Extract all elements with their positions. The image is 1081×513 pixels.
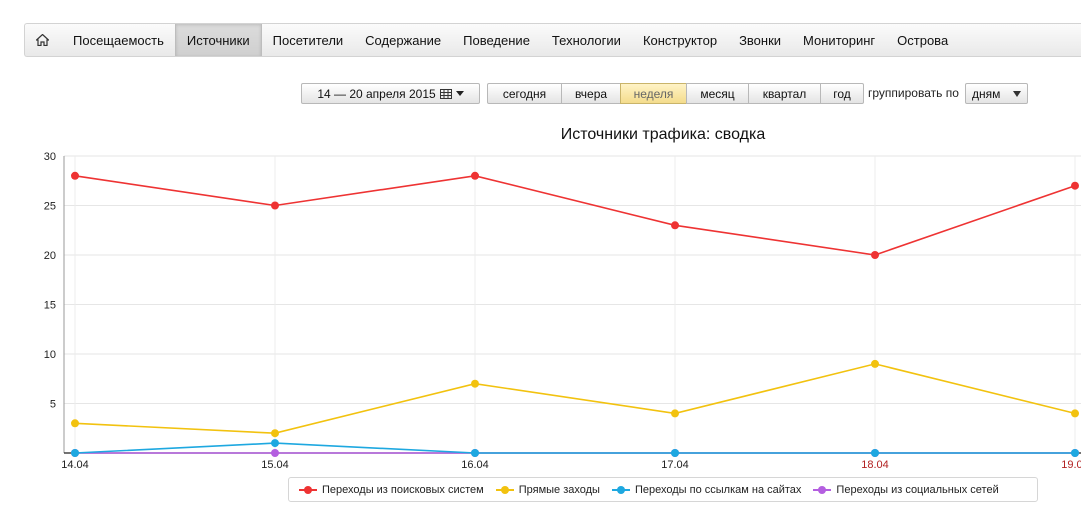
group-by-value: дням xyxy=(972,86,1001,101)
period-year-button[interactable]: год xyxy=(820,83,864,104)
data-point xyxy=(671,409,679,418)
data-point xyxy=(271,201,279,210)
home-icon xyxy=(36,34,49,46)
legend-item[interactable]: Прямые заходы xyxy=(495,483,600,496)
data-point xyxy=(71,419,79,428)
nav-tab-technologies[interactable]: Технологии xyxy=(551,32,621,48)
y-tick-label: 10 xyxy=(44,349,56,361)
series-line-0 xyxy=(74,174,1076,256)
group-by-label: группировать по xyxy=(868,86,959,100)
y-tick-label: 15 xyxy=(44,300,56,312)
date-range-picker[interactable]: 14 — 20 апреля 2015 xyxy=(301,83,480,104)
data-point xyxy=(871,251,879,259)
data-point xyxy=(471,171,479,180)
chart-legend: Переходы из поисковых систем Прямые заход… xyxy=(288,477,1038,502)
data-point xyxy=(71,449,79,457)
data-point xyxy=(1071,449,1079,457)
legend-label: Прямые заходы xyxy=(518,483,600,496)
series-line-1 xyxy=(74,363,1076,435)
legend-item[interactable]: Переходы по ссылкам на сайтах xyxy=(611,483,802,496)
x-tick-label: 15.04 xyxy=(261,459,289,471)
data-point xyxy=(271,449,279,457)
y-tick-label: 5 xyxy=(50,399,56,411)
data-point xyxy=(1071,409,1079,418)
series-line-2 xyxy=(74,442,1075,454)
data-point xyxy=(871,449,879,457)
data-point xyxy=(671,449,679,457)
x-tick-label: 14.04 xyxy=(61,459,89,471)
calendar-icon xyxy=(439,88,452,99)
data-point xyxy=(471,379,479,388)
nav-tab-visitors[interactable]: Посетители xyxy=(272,32,344,48)
y-tick-label: 20 xyxy=(44,250,56,262)
nav-tab-islands[interactable]: Острова xyxy=(897,32,949,48)
period-yesterday-button[interactable]: вчера xyxy=(561,83,621,104)
nav-tab-behavior[interactable]: Поведение xyxy=(463,32,530,48)
legend-swatch xyxy=(813,485,832,494)
data-point xyxy=(671,221,679,230)
nav-tab-visits[interactable]: Посещаемость xyxy=(73,32,164,48)
x-tick-label: 17.04 xyxy=(661,459,689,471)
nav-home[interactable] xyxy=(25,24,62,56)
y-tick-label: 30 xyxy=(44,151,56,163)
nav-tab-content[interactable]: Содержание xyxy=(365,32,442,48)
legend-item[interactable]: Переходы из поисковых систем xyxy=(299,484,484,496)
data-point xyxy=(271,429,279,438)
y-tick-label: 25 xyxy=(44,201,56,213)
group-by-select[interactable]: дням xyxy=(965,83,1028,104)
nav-tab-constructor[interactable]: Конструктор xyxy=(642,32,718,48)
legend-item[interactable]: Переходы из социальных сетей xyxy=(813,483,999,496)
x-tick-label: 19.04 xyxy=(1061,459,1081,471)
legend-swatch xyxy=(611,485,630,494)
nav-tab-monitoring[interactable]: Мониторинг xyxy=(803,32,876,48)
legend-swatch xyxy=(495,485,514,494)
data-point xyxy=(71,171,79,180)
data-point xyxy=(1071,181,1079,190)
nav-tab-calls[interactable]: Звонки xyxy=(739,32,782,48)
legend-swatch xyxy=(299,485,317,494)
period-week-button[interactable]: неделя xyxy=(620,83,687,104)
nav-tab-sources[interactable]: Источники xyxy=(174,24,262,56)
data-point xyxy=(871,359,879,368)
chevron-down-icon xyxy=(455,91,464,96)
legend-label: Переходы из поисковых систем xyxy=(322,483,484,496)
data-point xyxy=(471,449,479,457)
x-tick-label: 16.04 xyxy=(461,459,489,471)
period-quarter-button[interactable]: квартал xyxy=(748,83,821,104)
legend-label: Переходы из социальных сетей xyxy=(836,483,999,496)
chevron-down-icon xyxy=(1013,90,1021,97)
top-nav: Посещаемость Источники Посетители Содерж… xyxy=(24,23,1081,57)
date-range-label: 14 — 20 апреля 2015 xyxy=(317,86,436,101)
legend-label: Переходы по ссылкам на сайтах xyxy=(634,483,802,496)
chart-title: Источники трафика: сводка xyxy=(560,126,766,143)
period-month-button[interactable]: месяц xyxy=(686,83,749,104)
line-chart: 5 10 15 20 25 30 14.04 15.04 16.04 17.04 18.04 19.0… xyxy=(44,151,1081,471)
x-tick-label: 18.04 xyxy=(861,459,889,471)
data-point xyxy=(271,439,279,448)
